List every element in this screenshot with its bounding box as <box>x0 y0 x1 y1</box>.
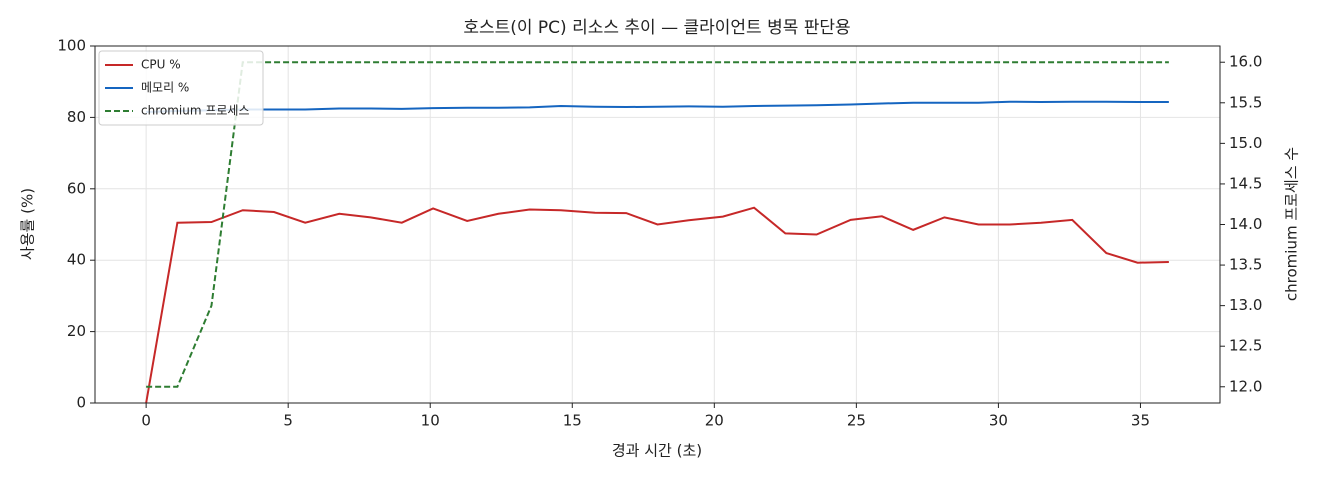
x-tick-label: 20 <box>705 412 724 430</box>
y2-tick-label: 14.0 <box>1229 215 1262 233</box>
plot-frame <box>94 45 1221 404</box>
y2-tick-label: 16.0 <box>1229 53 1262 71</box>
legend: CPU % 메모리 % chromium 프로세스 <box>98 50 264 126</box>
x-tick-label: 25 <box>847 412 866 430</box>
x-axis-label: 경과 시간 (초) <box>612 442 702 460</box>
y-tick-label: 0 <box>76 394 86 412</box>
legend-label: chromium 프로세스 <box>141 104 250 118</box>
y-tick-label: 100 <box>57 37 86 55</box>
series-line <box>146 61 1169 388</box>
y2-tick-label: 15.0 <box>1229 134 1262 152</box>
x-tick-label: 0 <box>141 412 151 430</box>
y-tick-label: 20 <box>67 322 86 340</box>
legend-box <box>98 50 264 126</box>
x-tick-label: 5 <box>283 412 293 430</box>
x-tick-label: 35 <box>1131 412 1150 430</box>
y2-tick-label: 14.5 <box>1229 174 1262 192</box>
series-line <box>145 206 1169 404</box>
y-tick-label: 40 <box>67 251 86 269</box>
y2-tick-label: 13.5 <box>1229 256 1262 274</box>
y2-tick-label: 12.0 <box>1229 377 1262 395</box>
y2-tick-label: 13.0 <box>1229 296 1262 314</box>
y2-axis-label: chromium 프로세스 수 <box>1283 147 1301 301</box>
x-tick-label: 30 <box>989 412 1008 430</box>
y-axis-label: 사용률 (%) <box>19 188 37 260</box>
x-tick-label: 15 <box>563 412 582 430</box>
y2-tick-label: 12.5 <box>1229 337 1262 355</box>
series-line <box>146 100 1169 114</box>
x-tick-label: 10 <box>421 412 440 430</box>
chart-title: 호스트(이 PC) 리소스 추이 — 클라이언트 병목 판단용 <box>463 18 850 38</box>
y2-tick-label: 15.5 <box>1229 93 1262 111</box>
legend-label: 메모리 % <box>141 81 189 95</box>
legend-label: CPU % <box>141 58 181 72</box>
y-tick-label: 80 <box>67 108 86 126</box>
y-tick-label: 60 <box>67 179 86 197</box>
